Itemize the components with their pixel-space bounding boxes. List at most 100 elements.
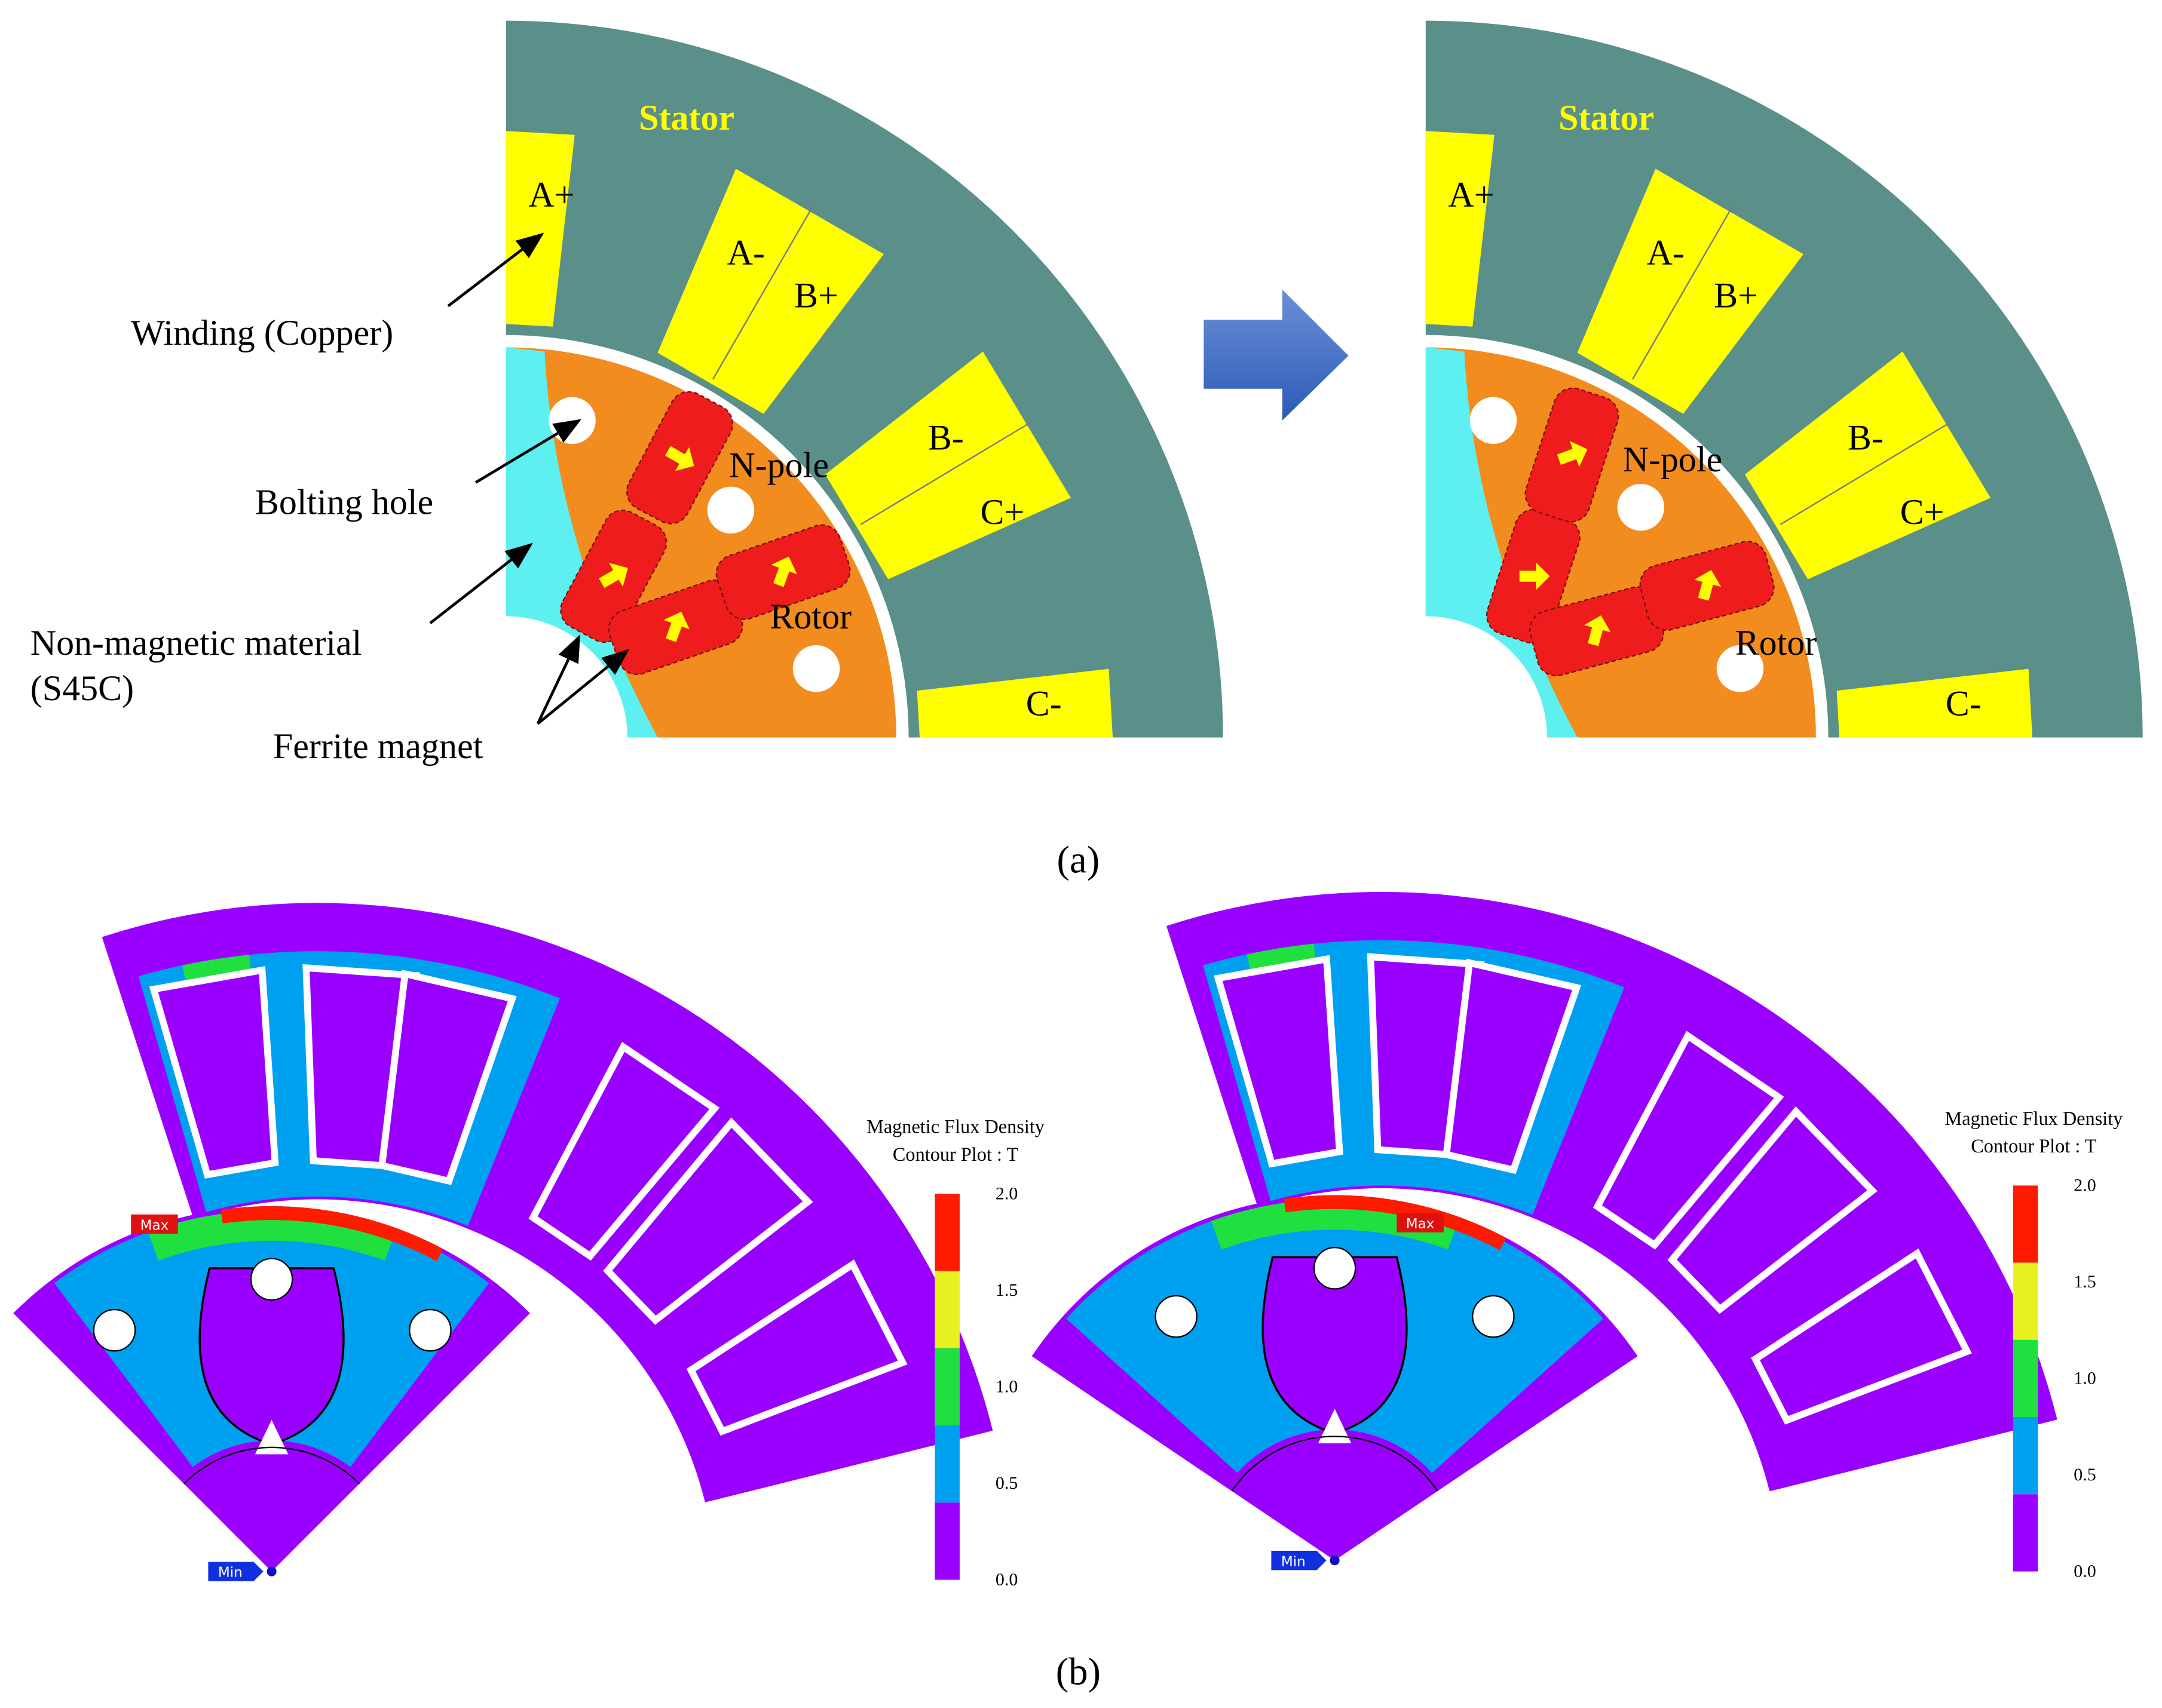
callout-text: (S45C) [30, 669, 134, 708]
max-tag [131, 1214, 178, 1234]
slot [1577, 168, 1804, 414]
bolting-hole [1472, 1295, 1515, 1338]
bolting-hole [792, 645, 840, 692]
bolting-hole [1313, 1247, 1356, 1290]
magnetization-arrow [663, 611, 690, 642]
legend-tick: 0.0 [996, 1570, 1018, 1590]
stator-label: Stator [639, 98, 734, 137]
slot [657, 168, 884, 414]
callout-arrow [429, 542, 533, 624]
legend-tick: 1.0 [996, 1377, 1018, 1397]
min-label: Min [218, 1565, 243, 1581]
shaft [1425, 616, 1547, 738]
rotor-slit [1318, 1409, 1352, 1443]
stator [506, 20, 1223, 738]
legend-swatch [2013, 1185, 2038, 1263]
stator-slot [1667, 1106, 1878, 1314]
transition-arrow [1204, 289, 1349, 421]
legend-title: Contour Plot : T [893, 1143, 1019, 1165]
callout-arrow [536, 634, 581, 725]
stator-slot [686, 1259, 908, 1436]
slot-divider [1631, 206, 1734, 380]
slot-divider [860, 421, 1033, 525]
legend-swatch [935, 1271, 960, 1348]
legend-swatch [935, 1502, 960, 1580]
legend-tick: 1.5 [996, 1280, 1018, 1300]
magnet-region [198, 1267, 345, 1442]
legend-tick: 0.5 [996, 1473, 1018, 1493]
min-tag [1271, 1550, 1327, 1571]
non-magnetic-region [506, 347, 658, 738]
stator-slot [528, 1041, 720, 1261]
magnetization-arrow [599, 563, 628, 588]
stator [1425, 20, 2143, 738]
stator-slot [149, 966, 279, 1179]
callout-text: Non-magnetic material [30, 623, 362, 663]
callout-arrow [474, 419, 582, 484]
rotor-slit [255, 1419, 289, 1455]
legend-tick: 0.5 [2074, 1465, 2096, 1485]
slot-divider [712, 206, 814, 380]
min-point [1330, 1555, 1340, 1566]
slot-label: C- [1026, 684, 1062, 723]
shaft-line [183, 1446, 360, 1485]
magnet-region [1261, 1256, 1408, 1431]
slot-label: C- [1946, 684, 1982, 723]
caption: (b) [1056, 1650, 1101, 1693]
callout-text: Ferrite magnet [273, 726, 483, 766]
stator-slot [1751, 1248, 1972, 1425]
magnetization-arrow [1557, 441, 1588, 467]
legend-swatch [2013, 1262, 2038, 1340]
bolting-hole [250, 1258, 293, 1301]
max-tag [1397, 1213, 1444, 1232]
stator-slot [603, 1117, 813, 1325]
stator-slot [378, 970, 517, 1185]
slot-label: B- [1848, 418, 1884, 457]
slot [1836, 669, 2033, 738]
slot [917, 669, 1113, 738]
callout-text: Winding (Copper) [131, 313, 393, 352]
legend-swatch [935, 1348, 960, 1425]
slot-label: C+ [981, 492, 1025, 532]
non-magnetic-region [1425, 347, 1578, 738]
legend-tick: 2.0 [2074, 1176, 2096, 1195]
bolting-hole [1617, 483, 1665, 531]
stator-slot [1214, 955, 1343, 1168]
legend-tick: 0.0 [2074, 1562, 2096, 1581]
rotor-label: Rotor [1735, 623, 1817, 663]
bolting-hole [707, 486, 755, 534]
slot-label: A+ [528, 175, 574, 214]
legend-title: Magnetic Flux Density [1944, 1108, 2123, 1129]
bolting-hole [1155, 1295, 1198, 1338]
shaft [506, 616, 627, 738]
slot-label: A+ [1448, 175, 1494, 214]
legend-swatch [2013, 1339, 2038, 1418]
slot [1425, 131, 1495, 327]
max-label: Max [1406, 1216, 1435, 1232]
n-pole-label: N-pole [729, 445, 829, 485]
slot-label: B+ [1714, 276, 1758, 315]
callout-arrow [537, 649, 630, 725]
bolting-hole [1716, 645, 1764, 692]
slot-label: C+ [1900, 492, 1944, 532]
legend-swatch [2013, 1494, 2038, 1572]
min-tag [208, 1562, 264, 1581]
slot-label: B+ [794, 276, 838, 315]
slot [1744, 351, 1991, 579]
bolting-hole [549, 397, 596, 444]
legend-swatch [935, 1194, 960, 1271]
legend-swatch [935, 1425, 960, 1503]
motor-left [506, 20, 1223, 738]
flux-plot: Min Max Magnetic Flux Density Contour Plot … [13, 903, 1045, 1590]
shaft-line [1231, 1436, 1438, 1492]
legend-tick: 1.0 [2074, 1369, 2096, 1388]
min-label: Min [1281, 1554, 1306, 1569]
legend-title: Magnetic Flux Density [866, 1116, 1045, 1137]
magnetization-arrow [1694, 569, 1722, 601]
rotor-flux-peak [221, 1206, 443, 1261]
stator-slot [1593, 1031, 1784, 1250]
slot-label: A- [727, 233, 765, 272]
n-pole-label: N-pole [1623, 440, 1723, 479]
slot-label: B- [928, 418, 964, 457]
